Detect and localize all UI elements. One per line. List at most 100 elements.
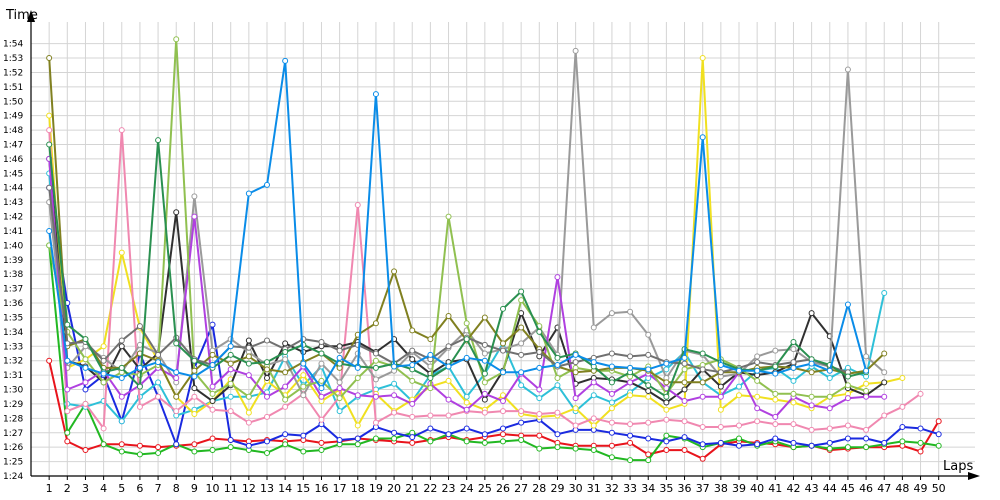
data-point: [118, 418, 125, 425]
y-tick-label: 1:40: [3, 241, 23, 251]
x-tick-label: 15: [296, 482, 310, 495]
data-point: [554, 382, 561, 389]
data-point: [572, 445, 579, 452]
data-point: [863, 393, 870, 400]
data-point: [481, 314, 488, 321]
data-point: [82, 400, 89, 407]
y-tick-label: 1:34: [3, 328, 23, 338]
data-point: [736, 422, 742, 429]
data-point: [754, 367, 761, 374]
data-point: [627, 421, 634, 428]
data-point: [536, 432, 543, 439]
data-point: [790, 346, 797, 353]
data-point: [191, 411, 198, 418]
data-point: [754, 359, 761, 366]
data-point: [209, 390, 216, 397]
y-tick-label: 1:42: [3, 213, 23, 223]
data-point: [191, 385, 198, 392]
data-point: [264, 181, 270, 188]
data-point: [318, 338, 325, 345]
data-point: [463, 336, 470, 343]
data-point: [717, 423, 724, 430]
data-point: [826, 425, 833, 432]
data-point: [118, 374, 125, 381]
series-2: [46, 242, 942, 464]
x-tick-label: 5: [118, 482, 125, 495]
y-tick-label: 1:35: [3, 313, 23, 323]
data-point: [863, 353, 870, 360]
data-point: [136, 403, 143, 410]
data-point: [663, 379, 670, 386]
y-tick-label: 1:39: [3, 256, 23, 266]
data-point: [318, 393, 325, 400]
data-point: [681, 354, 688, 361]
data-point: [409, 434, 416, 441]
data-point: [191, 373, 198, 380]
series-line: [48, 38, 867, 401]
data-point: [82, 386, 89, 393]
data-point: [354, 364, 361, 371]
x-tick-label: 9: [191, 482, 198, 495]
data-point: [264, 366, 270, 373]
data-point: [391, 268, 398, 275]
x-tick-label: 4: [100, 482, 107, 495]
data-point: [354, 435, 361, 442]
data-point: [209, 362, 216, 369]
data-point: [627, 439, 634, 446]
data-point: [899, 374, 906, 381]
x-tick-label: 31: [587, 482, 601, 495]
data-point: [318, 416, 325, 423]
data-point: [608, 442, 615, 449]
data-point: [391, 435, 398, 442]
data-point: [645, 393, 652, 400]
data-point: [736, 383, 742, 390]
y-tick-label: 1:31: [3, 371, 23, 381]
x-tick-label: 45: [841, 482, 855, 495]
data-point: [282, 369, 289, 376]
data-point: [82, 447, 89, 454]
data-point: [881, 379, 888, 386]
data-point: [481, 379, 488, 386]
data-point: [790, 390, 797, 397]
data-point: [790, 359, 797, 366]
data-point: [772, 413, 779, 420]
data-point: [227, 360, 234, 367]
data-point: [336, 385, 343, 392]
data-point: [282, 349, 289, 356]
data-point: [481, 341, 488, 348]
data-point: [46, 141, 53, 148]
data-point: [699, 350, 706, 357]
data-point: [645, 366, 652, 373]
data-point: [699, 441, 706, 448]
data-point: [554, 409, 561, 416]
data-point: [318, 377, 325, 384]
y-tick-label: 1:44: [3, 184, 23, 194]
data-point: [681, 447, 688, 454]
data-point: [354, 392, 361, 399]
data-point: [391, 429, 398, 436]
data-point: [917, 448, 924, 455]
x-tick-label: 2: [64, 482, 71, 495]
data-point: [518, 382, 525, 389]
data-point: [118, 441, 125, 448]
x-tick-label: 25: [478, 482, 492, 495]
data-point: [844, 382, 851, 389]
data-point: [518, 297, 525, 304]
data-point: [372, 376, 379, 383]
y-tick-label: 1:46: [3, 155, 23, 165]
y-tick-label: 1:43: [3, 198, 23, 208]
data-point: [518, 351, 525, 358]
data-point: [409, 439, 416, 446]
data-point: [118, 337, 125, 344]
data-point: [881, 393, 888, 400]
data-point: [881, 350, 888, 357]
data-point: [772, 363, 779, 370]
x-tick-label: 34: [641, 482, 655, 495]
data-point: [354, 202, 361, 209]
data-point: [191, 213, 198, 220]
data-point: [518, 310, 525, 317]
data-point: [645, 382, 652, 389]
data-point: [772, 390, 779, 397]
data-point: [572, 47, 579, 54]
data-point: [681, 398, 688, 405]
